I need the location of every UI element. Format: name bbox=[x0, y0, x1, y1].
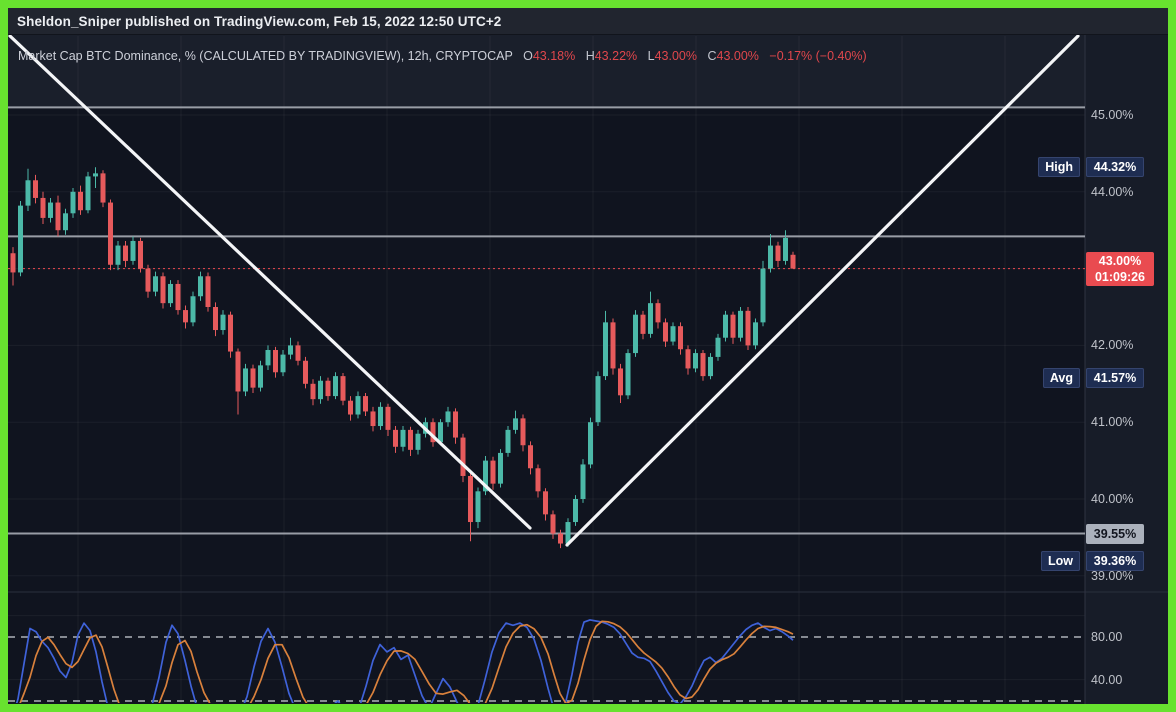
highlow-value-low: 39.36% bbox=[1086, 551, 1144, 572]
price-tick-label: 40.00% bbox=[1091, 492, 1134, 506]
attribution-bar: Sheldon_Sniper published on TradingView.… bbox=[8, 8, 1168, 35]
symbol-legend[interactable]: Market Cap BTC Dominance, % (CALCULATED … bbox=[18, 49, 867, 63]
ohlc-low-label: L bbox=[647, 49, 655, 63]
highlow-value-avg: 41.57% bbox=[1086, 368, 1144, 389]
ohlc-low-value: 43.00% bbox=[654, 49, 697, 63]
ohlc-high-value: 43.22% bbox=[594, 49, 638, 63]
last-price-badge: 43.00% 01:09:26 bbox=[1086, 251, 1154, 286]
bar-countdown: 01:09:26 bbox=[1094, 269, 1146, 284]
ohlc-open-label: O bbox=[523, 49, 533, 63]
change-value: −0.17% (−0.40%) bbox=[769, 49, 867, 63]
attribution-text: Sheldon_Sniper published on TradingView.… bbox=[17, 13, 502, 29]
ohlc-close-value: 43.00% bbox=[716, 49, 759, 63]
price-tick-label: 42.00% bbox=[1091, 338, 1134, 353]
last-price-value: 43.00% bbox=[1098, 253, 1142, 268]
highlow-marker-low: Low bbox=[1041, 551, 1080, 572]
highlow-value-high: 44.32% bbox=[1086, 157, 1144, 178]
price-tick-label: 41.00% bbox=[1091, 415, 1134, 430]
highlow-marker-avg: Avg bbox=[1042, 368, 1080, 389]
ohlc-open-value: 43.18% bbox=[532, 49, 576, 63]
symbol-title: Market Cap BTC Dominance, % (CALCULATED … bbox=[18, 49, 513, 63]
ohlc-close-label: C bbox=[707, 49, 717, 63]
ohlc-high-label: H bbox=[585, 49, 595, 63]
price-tick-label: 45.00% bbox=[1091, 108, 1134, 122]
highlow-marker-high: High bbox=[1038, 157, 1080, 178]
price-tick-label: 39.00% bbox=[1091, 568, 1134, 583]
oscillator-tick-label: 80.00 bbox=[1091, 630, 1123, 644]
price-tick-label: 44.00% bbox=[1091, 184, 1134, 199]
oscillator-tick-label: 40.00 bbox=[1091, 672, 1123, 687]
line-price-badge: 39.55% bbox=[1086, 523, 1144, 544]
